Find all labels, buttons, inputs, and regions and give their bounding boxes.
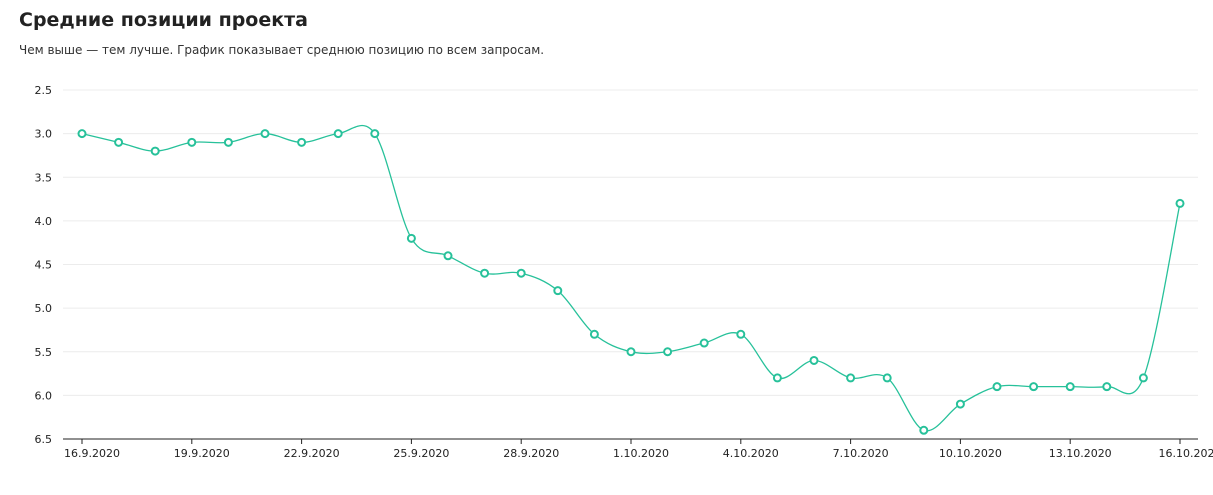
- data-point: [443, 251, 453, 261]
- data-point: [1029, 382, 1039, 392]
- y-tick-label: 3.0: [35, 128, 53, 141]
- x-tick-label: 1.10.2020: [613, 447, 669, 460]
- x-tick-label: 16.10.2020: [1159, 447, 1213, 460]
- y-tick-label: 6.5: [35, 433, 53, 446]
- data-point: [406, 233, 416, 243]
- y-tick-label: 6.0: [35, 389, 53, 402]
- data-point: [1175, 198, 1185, 208]
- y-tick-label: 2.5: [35, 84, 53, 97]
- x-tick-label: 10.10.2020: [939, 447, 1002, 460]
- data-point: [187, 137, 197, 147]
- x-tick-label: 7.10.2020: [833, 447, 889, 460]
- data-point: [589, 329, 599, 339]
- data-point: [297, 137, 307, 147]
- data-point: [114, 137, 124, 147]
- data-point: [480, 268, 490, 278]
- data-point: [736, 329, 746, 339]
- x-tick-label: 25.9.2020: [393, 447, 449, 460]
- chart-subtitle: Чем выше — тем лучше. График показывает …: [19, 43, 545, 57]
- data-point: [992, 382, 1002, 392]
- y-tick-label: 3.5: [35, 171, 53, 184]
- data-point: [553, 286, 563, 296]
- data-point: [223, 137, 233, 147]
- data-point: [626, 347, 636, 357]
- data-point: [516, 268, 526, 278]
- data-point: [882, 373, 892, 383]
- data-point: [809, 355, 819, 365]
- data-point: [772, 373, 782, 383]
- data-point: [663, 347, 673, 357]
- x-tick-label: 13.10.2020: [1049, 447, 1112, 460]
- data-point: [1065, 382, 1075, 392]
- data-point: [1138, 373, 1148, 383]
- y-tick-label: 4.5: [35, 259, 53, 272]
- x-tick-label: 22.9.2020: [284, 447, 340, 460]
- data-point: [955, 399, 965, 409]
- data-point: [150, 146, 160, 156]
- data-point: [699, 338, 709, 348]
- data-point: [919, 425, 929, 435]
- y-tick-label: 5.5: [35, 346, 53, 359]
- y-tick-label: 5.0: [35, 302, 53, 315]
- x-tick-label: 19.9.2020: [174, 447, 230, 460]
- data-point: [333, 129, 343, 139]
- data-point: [260, 129, 270, 139]
- data-point: [1102, 382, 1112, 392]
- x-tick-label: 28.9.2020: [503, 447, 559, 460]
- data-point: [846, 373, 856, 383]
- y-tick-label: 4.0: [35, 215, 53, 228]
- data-point: [370, 129, 380, 139]
- x-tick-label: 4.10.2020: [723, 447, 779, 460]
- series-line: [81, 124, 1181, 432]
- x-tick-label: 16.9.2020: [64, 447, 120, 460]
- data-point: [77, 129, 87, 139]
- chart-title: Средние позиции проекта: [19, 9, 308, 31]
